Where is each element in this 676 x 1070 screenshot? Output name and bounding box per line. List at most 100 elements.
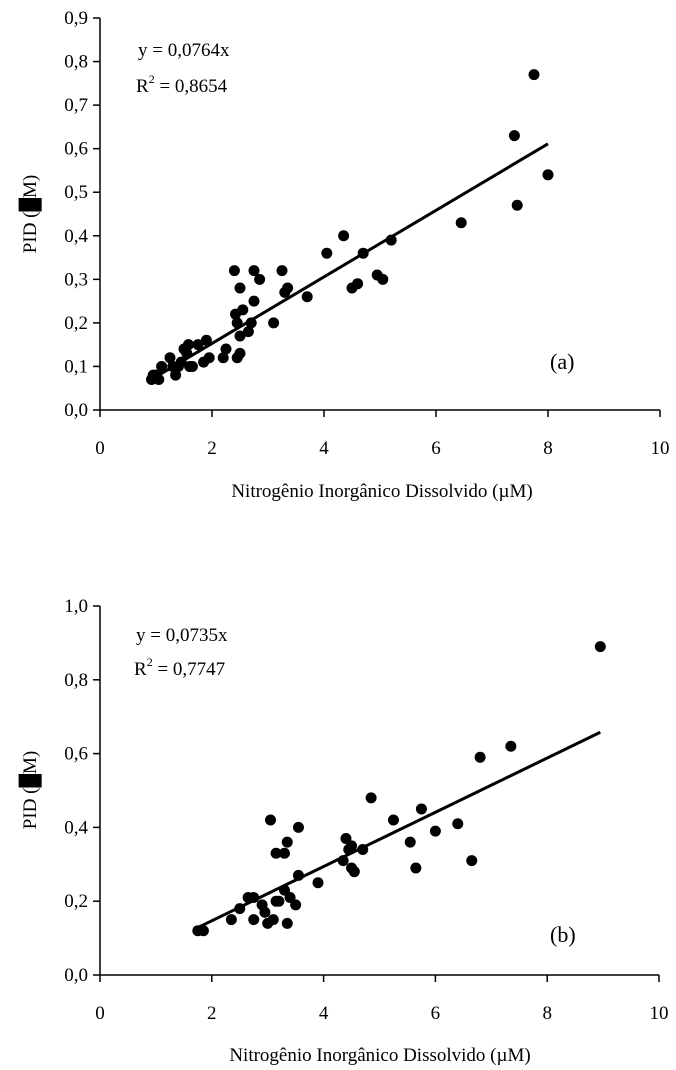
data-point-a [156, 360, 168, 372]
data-point-a [276, 265, 288, 277]
ylabel-glyph-block-b: █ [18, 774, 42, 788]
trendline-a [149, 142, 549, 382]
y-axis-title-b: PID (█M) [18, 751, 42, 829]
data-point-a [528, 69, 540, 81]
data-point-a [352, 278, 364, 290]
data-point-a [338, 230, 350, 242]
data-point-b [365, 792, 377, 804]
equation-a: y = 0,0764x [138, 40, 230, 61]
data-point-a [377, 273, 389, 285]
data-point-a [234, 282, 246, 294]
data-point-a [242, 326, 254, 338]
data-point-b [594, 641, 606, 653]
data-point-a [203, 352, 215, 364]
y-tick-label-a: 0,9 [64, 8, 88, 29]
data-point-b [248, 914, 260, 926]
data-point-a [182, 339, 194, 351]
ylabel-glyph-block-a: █ [18, 198, 42, 212]
data-point-b [270, 847, 282, 859]
r-squared-a: R2 = 0,8654 [136, 72, 228, 97]
panel-label-b: (b) [550, 922, 576, 947]
data-point-b [387, 814, 399, 826]
data-point-b [466, 855, 478, 867]
x-tick-label-a: 10 [651, 438, 670, 459]
y-tick-label-a: 0,2 [64, 313, 88, 334]
chart-panel-b: 0,0 0,2 0,4 0,6 0,8 1,0 0 2 4 6 8 10 y = 0,0735x R2… [18, 596, 669, 1066]
y-tick-label-b: 0,4 [64, 817, 88, 838]
data-point-b [267, 914, 279, 926]
data-point-b [281, 917, 293, 929]
x-tick-label-b: 0 [95, 1003, 105, 1024]
data-point-b [346, 840, 358, 852]
data-point-b [292, 821, 304, 833]
data-point-a [282, 282, 294, 294]
equation-b: y = 0,0735x [136, 625, 228, 646]
data-point-a [248, 295, 260, 307]
y-tick-label-b: 0,2 [64, 891, 88, 912]
x-tick-label-a: 6 [431, 438, 441, 459]
data-point-a [511, 199, 523, 211]
y-tick-label-a: 0,0 [64, 400, 88, 421]
data-point-b [505, 740, 517, 752]
x-tick-label-a: 4 [319, 438, 329, 459]
y-tick-label-a: 0,4 [64, 226, 88, 247]
data-point-b [348, 866, 360, 878]
y-tick-label-b: 0,8 [64, 670, 88, 691]
y-tick-label-b: 0,0 [64, 965, 88, 986]
trendline-b [197, 730, 601, 929]
data-point-a [220, 343, 232, 355]
data-point-a [228, 265, 240, 277]
x-tick-label-b: 6 [431, 1003, 441, 1024]
data-point-a [248, 265, 260, 277]
data-point-b [281, 836, 293, 848]
data-point-a [192, 339, 204, 351]
y-tick-label-a: 0,7 [64, 95, 88, 116]
chart-panel-a: 0,0 0,1 0,2 0,3 0,4 0,5 0,6 0,7 0,8 0,9 0 2 4 6 8 10 y … [18, 8, 670, 502]
data-point-b [273, 895, 285, 907]
svg-text:PID (█M): PID (█M) [18, 175, 42, 253]
data-point-a [237, 304, 249, 316]
data-point-a [217, 352, 229, 364]
data-point-b [278, 847, 290, 859]
data-point-b [415, 803, 427, 815]
data-point-b [264, 814, 276, 826]
data-point-a [268, 317, 280, 329]
data-point-a [164, 352, 176, 364]
y-tick-label-a: 0,1 [64, 356, 88, 377]
y-tick-label-a: 0,8 [64, 52, 88, 73]
data-point-b [225, 914, 237, 926]
r-squared-b: R2 = 0,7747 [134, 655, 225, 680]
y-tick-label-a: 0,5 [64, 182, 88, 203]
x-tick-label-b: 8 [542, 1003, 552, 1024]
data-point-a [321, 247, 333, 259]
data-point-a [455, 217, 467, 229]
data-point-b [290, 899, 302, 911]
data-point-a [186, 360, 198, 372]
data-point-a [542, 169, 554, 181]
y-tick-label-b: 1,0 [64, 596, 88, 617]
data-point-b [452, 818, 464, 830]
data-point-a [254, 273, 266, 285]
y-tick-label-a: 0,3 [64, 269, 88, 290]
data-point-b [429, 825, 441, 837]
y-tick-label-a: 0,6 [64, 139, 88, 160]
y-axis-title-a: PID (█M) [18, 175, 42, 253]
x-axis-title-b: Nitrogênio Inorgânico Dissolvido (µM) [229, 1045, 530, 1066]
data-point-a [234, 330, 246, 342]
x-tick-label-a: 0 [95, 438, 105, 459]
data-point-a [234, 347, 246, 359]
x-tick-label-b: 2 [207, 1003, 217, 1024]
data-point-b [404, 836, 416, 848]
x-tick-label-b: 4 [319, 1003, 329, 1024]
data-point-b [312, 877, 324, 889]
x-tick-label-a: 2 [207, 438, 217, 459]
svg-text:PID (█M): PID (█M) [18, 751, 42, 829]
x-axis-title-a: Nitrogênio Inorgânico Dissolvido (µM) [231, 481, 532, 502]
data-point-a [301, 291, 313, 303]
data-point-b [474, 751, 486, 763]
data-point-a [508, 130, 520, 142]
data-point-b [410, 862, 422, 874]
x-tick-label-a: 8 [543, 438, 553, 459]
x-tick-label-b: 10 [650, 1003, 669, 1024]
